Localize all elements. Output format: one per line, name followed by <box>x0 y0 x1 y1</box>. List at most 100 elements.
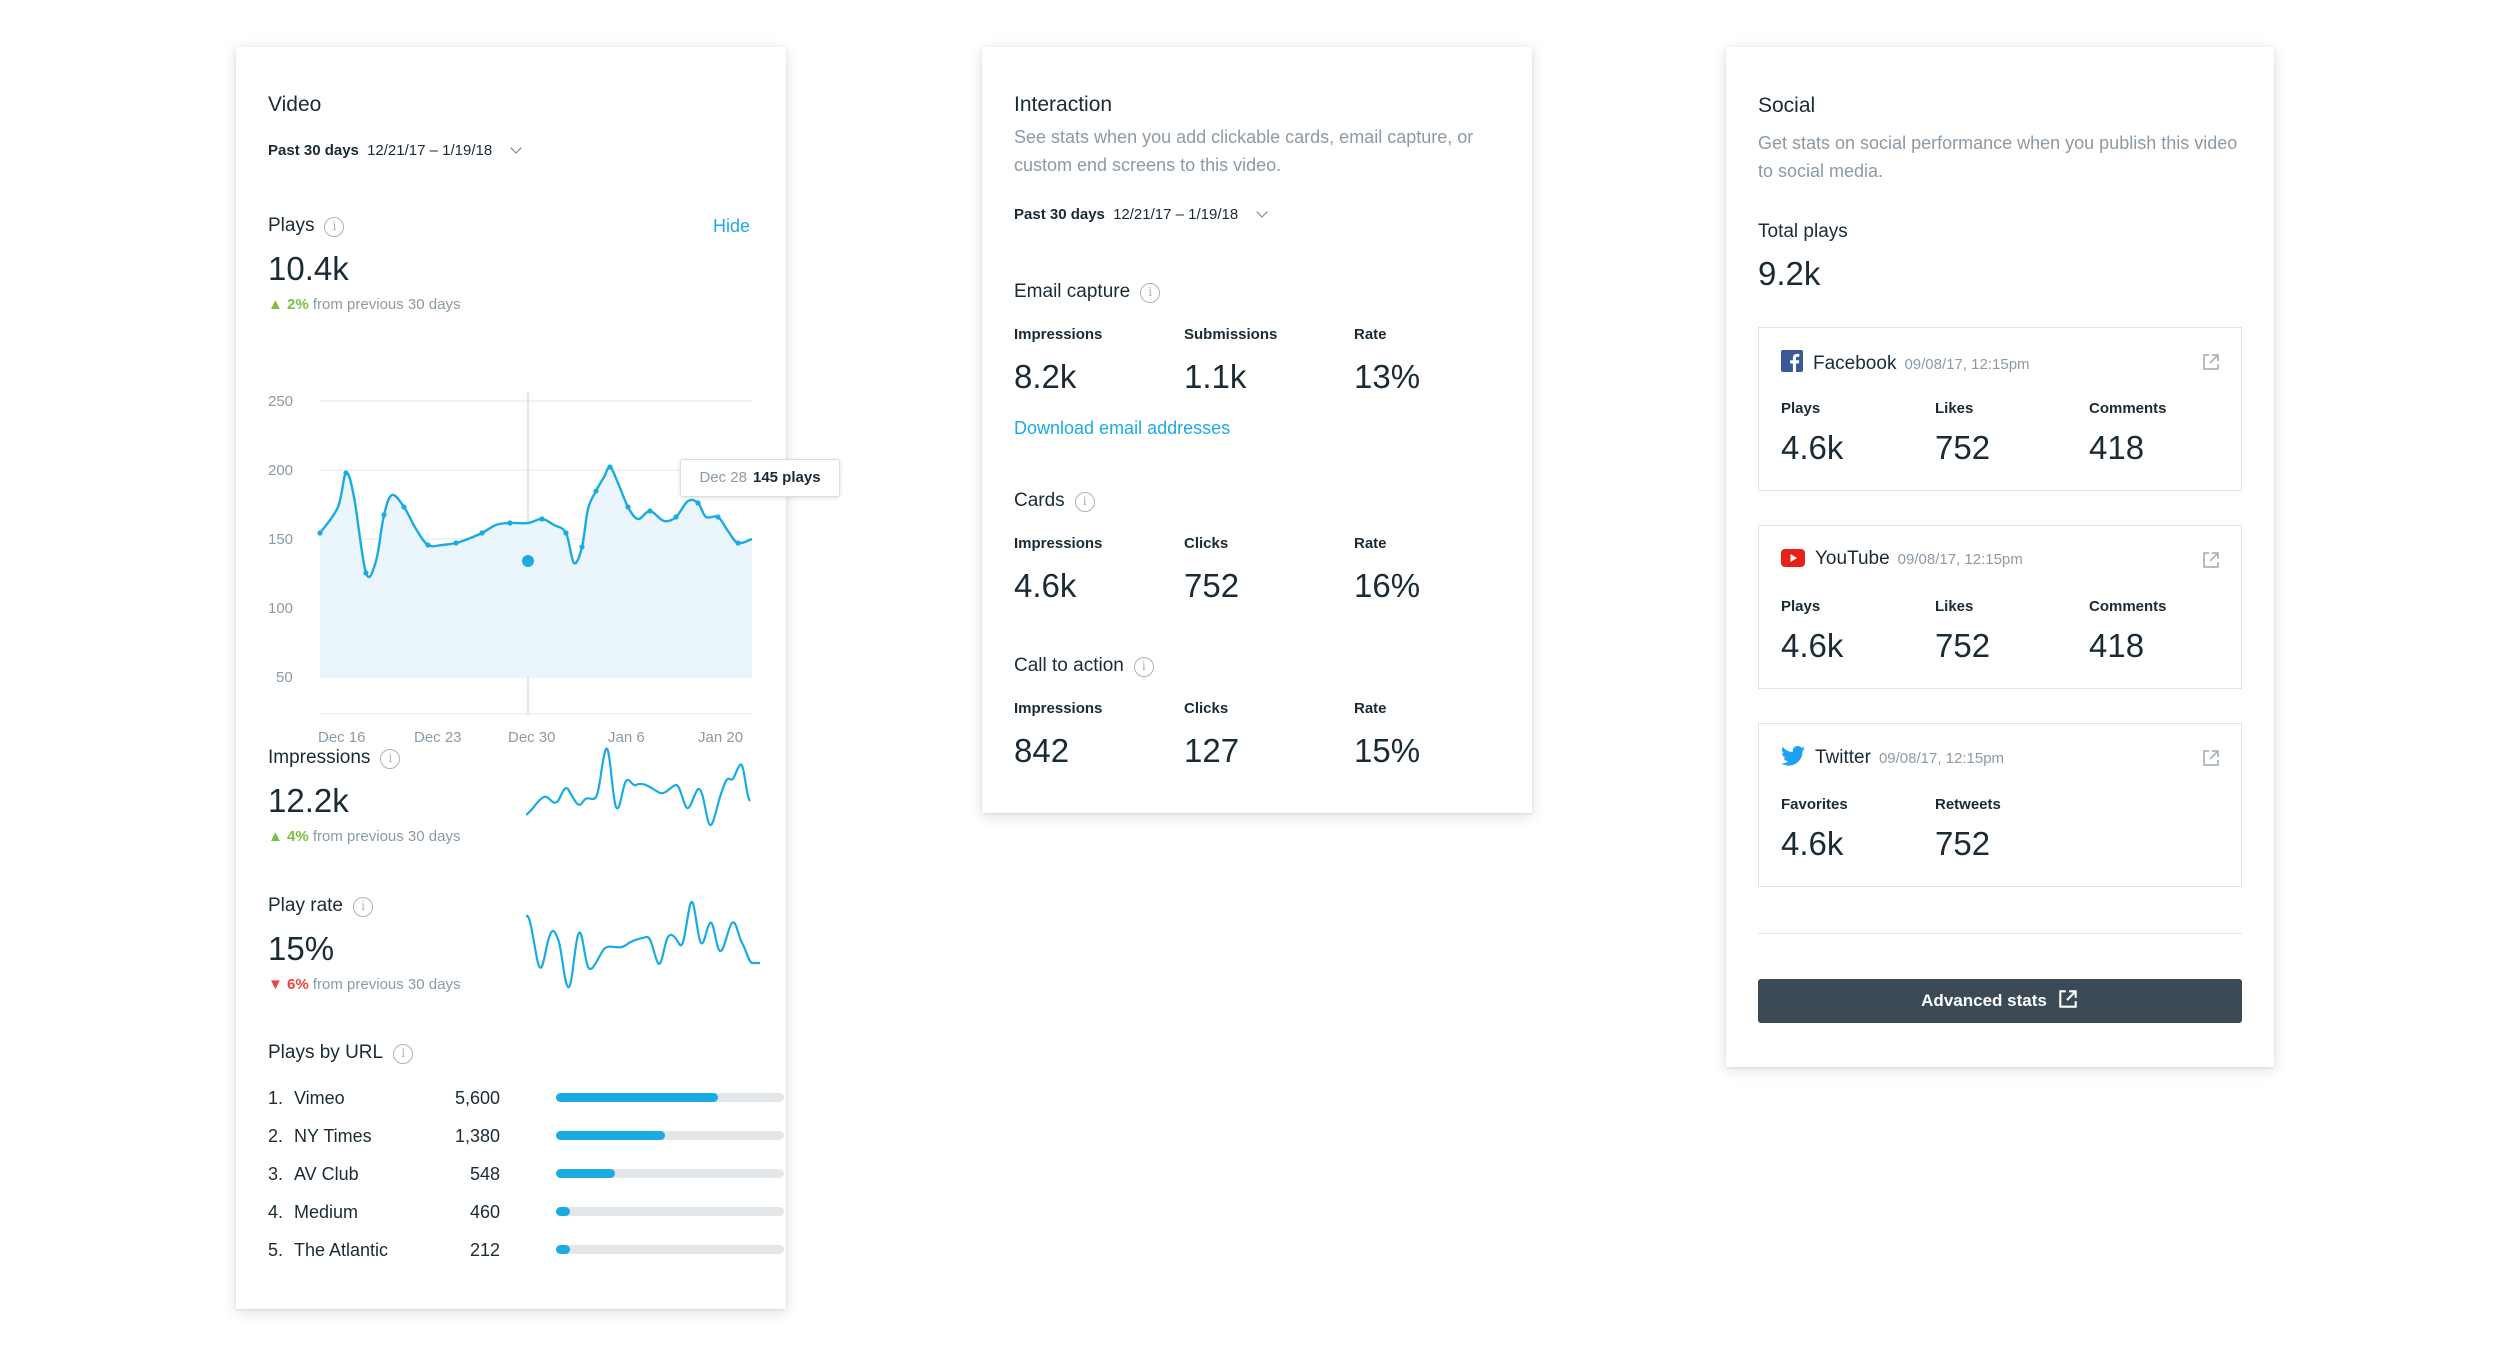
social-title: Social <box>1758 94 1816 117</box>
data-point <box>425 542 431 548</box>
impressions-sparkline <box>526 747 751 826</box>
cta-label-row: Call to action i <box>1014 655 1154 677</box>
info-icon[interactable]: i <box>1133 657 1154 677</box>
date-range-label: Past 30 days <box>1014 206 1105 223</box>
plays-line <box>319 465 753 579</box>
cards-label-row: Cards i <box>1014 490 1095 512</box>
impressions-label-row: Impressions i <box>268 747 401 769</box>
plays-label-row: Plays i <box>268 215 345 237</box>
info-icon[interactable]: i <box>380 749 401 769</box>
column-header: Rate <box>1354 700 1387 717</box>
data-point <box>317 530 323 536</box>
data-point <box>343 470 349 476</box>
stat-value: 16% <box>1354 567 1421 604</box>
date-range-dropdown[interactable]: Past 30 days 12/21/17 – 1/19/18 <box>268 142 523 159</box>
date-range-value: 12/21/17 – 1/19/18 <box>367 142 493 159</box>
x-tick: Dec 16 <box>318 729 366 746</box>
url-value: 1,380 <box>454 1126 500 1146</box>
info-icon[interactable]: i <box>393 1044 414 1064</box>
stat-value: 752 <box>1935 627 1991 664</box>
up-arrow-icon: ▲ <box>268 296 283 313</box>
url-bar-fill <box>556 1131 666 1140</box>
facebook-header: Facebook 09/08/17, 12:15pm <box>1781 350 2030 378</box>
column-header: Impressions <box>1014 700 1103 717</box>
column-header: Clicks <box>1184 700 1229 717</box>
cards-label: Cards <box>1014 490 1065 511</box>
column-header: Impressions <box>1014 535 1103 552</box>
twitter-icon <box>1781 746 1805 772</box>
interaction-panel: Interaction See stats when you add click… <box>982 47 1532 813</box>
play-rate-sparkline <box>526 900 760 989</box>
plays-by-url-label: Plays by URL <box>268 1042 384 1063</box>
total-plays-value: 9.2k <box>1758 255 1821 292</box>
url-rank: 2. <box>268 1126 284 1146</box>
url-name: The Atlantic <box>294 1240 389 1260</box>
data-point <box>381 512 387 518</box>
play-rate-label-row: Play rate i <box>268 895 373 917</box>
stat-value: 15% <box>1354 732 1421 769</box>
external-link-icon[interactable] <box>2201 550 2221 575</box>
url-rank: 4. <box>268 1202 284 1222</box>
url-name: Vimeo <box>294 1088 345 1108</box>
advanced-stats-label: Advanced stats <box>1921 991 2047 1010</box>
impressions-change: ▲ 4% from previous 30 days <box>268 828 460 845</box>
data-point <box>579 544 585 550</box>
date-range-dropdown[interactable]: Past 30 days 12/21/17 – 1/19/18 <box>1014 206 1269 223</box>
social-description: Get stats on social performance when you… <box>1758 133 2238 181</box>
url-name: Medium <box>294 1202 359 1222</box>
data-point <box>593 488 599 494</box>
stat-value: 13% <box>1354 358 1421 395</box>
twitter-time: 09/08/17, 12:15pm <box>1878 750 2005 767</box>
external-link-icon[interactable] <box>2201 352 2221 377</box>
twitter-card: Twitter 09/08/17, 12:15pm Favorites 4.6k R… <box>1758 723 2242 887</box>
social-panel: Social Get stats on social performance w… <box>1726 47 2274 1067</box>
email-capture-label: Email capture <box>1014 281 1131 302</box>
impressions-change-value: 4% <box>287 828 309 845</box>
advanced-stats-button[interactable]: Advanced stats <box>1758 979 2242 1023</box>
hide-link[interactable]: Hide <box>712 216 750 236</box>
y-tick: 200 <box>268 462 294 479</box>
url-row: 2. NY Times 1,380 <box>268 1126 784 1146</box>
column-header: Submissions <box>1184 326 1278 343</box>
twitter-header: Twitter 09/08/17, 12:15pm <box>1781 746 2004 772</box>
total-plays-label: Total plays <box>1758 221 1848 242</box>
url-bar-fill <box>556 1093 718 1102</box>
info-icon[interactable]: i <box>324 217 345 237</box>
plays-change: ▲ 2% from previous 30 days <box>268 296 460 313</box>
stat-value: 752 <box>1935 429 1991 466</box>
plays-line-chart <box>317 391 753 715</box>
url-value: 548 <box>469 1164 500 1184</box>
date-range-label: Past 30 days <box>268 142 359 159</box>
stat-value: 4.6k <box>1781 825 1844 862</box>
external-link-icon[interactable] <box>2201 748 2221 773</box>
column-header: Retweets <box>1935 796 2001 813</box>
info-icon[interactable]: i <box>1074 492 1095 512</box>
column-header: Impressions <box>1014 326 1103 343</box>
info-icon[interactable]: i <box>1140 283 1161 303</box>
facebook-icon <box>1781 350 1803 378</box>
column-header: Favorites <box>1781 796 1848 813</box>
up-arrow-icon: ▲ <box>268 828 283 845</box>
youtube-card: YouTube 09/08/17, 12:15pm Plays 4.6k Likes… <box>1758 525 2242 689</box>
info-icon[interactable]: i <box>352 897 373 917</box>
divider <box>1758 933 2242 934</box>
url-row: 1. Vimeo 5,600 <box>268 1088 784 1108</box>
plays-change-text: from previous 30 days <box>312 296 461 313</box>
url-bar-fill <box>556 1169 616 1178</box>
url-rank: 3. <box>268 1164 284 1184</box>
x-tick: Dec 23 <box>414 729 462 746</box>
play-rate-change-text: from previous 30 days <box>312 976 461 993</box>
x-tick: Jan 6 <box>608 729 645 746</box>
stat-value: 418 <box>2089 627 2145 664</box>
video-title: Video <box>268 93 322 116</box>
x-tick: Dec 30 <box>508 729 556 746</box>
youtube-name: YouTube <box>1815 548 1890 569</box>
url-rank: 1. <box>268 1088 284 1108</box>
download-email-link[interactable]: Download email addresses <box>1014 418 1231 438</box>
url-bar-track <box>556 1207 784 1216</box>
impressions-value: 12.2k <box>268 782 349 819</box>
url-name: NY Times <box>294 1126 372 1146</box>
data-point <box>363 570 369 576</box>
y-tick: 250 <box>268 393 294 410</box>
chevron-down-icon <box>1256 206 1269 218</box>
